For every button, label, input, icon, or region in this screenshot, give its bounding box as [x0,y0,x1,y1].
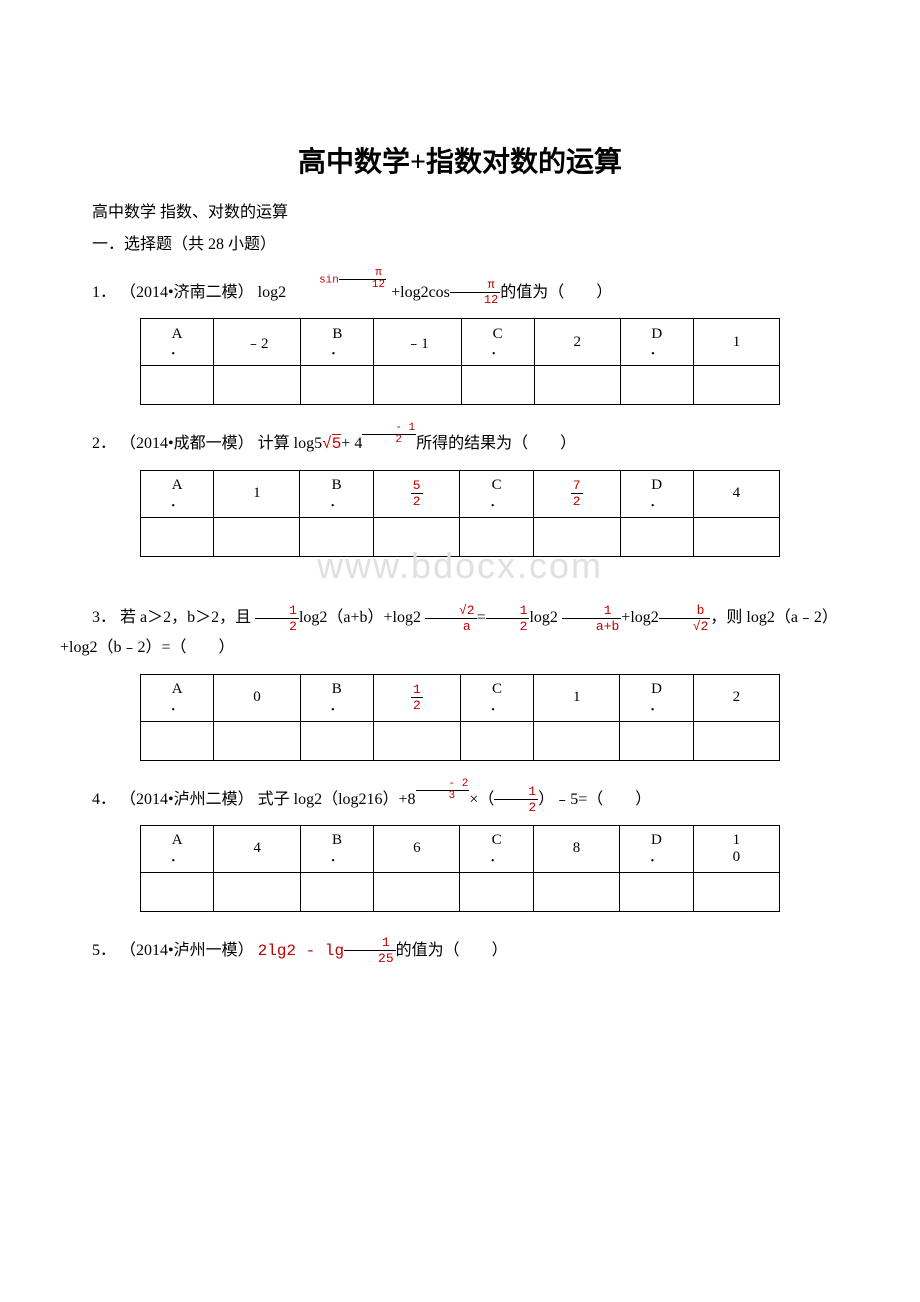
q2-label-b: B． [300,470,373,517]
q4-label-a: A． [141,825,214,872]
question-5: 5． （2014•泸州一模） 2lg2 - lg125的值为（ ） [60,936,860,966]
q3-label-d: D． [620,674,693,721]
q1-label-a: A． [141,319,214,366]
q3-choice-a: 0 [214,674,300,721]
q1-choice-b: ﹣1 [374,319,461,366]
q4-half: 12 [494,785,538,814]
q2-choice-c: 72 [533,470,620,517]
q2-choice-b: 52 [373,470,460,517]
q3-f1: 12 [255,604,299,633]
q4-label-d: D． [620,825,693,872]
q3-label-c: C． [460,674,533,721]
q2-sup: - 12 [362,435,416,453]
q1-pre: log2 [258,284,286,301]
q1-choice-c: 2 [534,319,620,366]
q2-tail: 所得的结果为（ ） [416,435,576,452]
q2-label-d: D． [620,470,693,517]
q3-f2: √2a [425,604,477,633]
q3-label-b: B． [300,674,373,721]
q4-choices-table: A． 4 B． 6 C． 8 D． 10 [140,825,780,912]
q3-choice-d: 2 [693,674,779,721]
q3-label-a: A． [141,674,214,721]
q4-label-c: C． [460,825,533,872]
q2-label-c: C． [460,470,533,517]
q1-mid: +log2cos [387,284,450,301]
q1-source: （2014•济南二模） [120,284,254,301]
q3-choice-b: 12 [373,674,460,721]
question-3: 3． 若 a＞2，b＞2，且 12log2（a+b）+log2 √2a=12lo… [60,603,860,664]
q3-f3: 12 [486,604,530,633]
q1-sup2: π12 [450,284,500,302]
q2-label-a: A． [141,470,214,517]
q2-pre: 计算 log5 [258,435,322,452]
q4-choice-b: 6 [374,825,460,872]
q3-t5: ，则 log2（a﹣2） [710,609,838,626]
q3-f4: 1a+b [562,604,621,633]
question-1: 1． （2014•济南二模） log2sinπ12 +log2cosπ12的值为… [60,278,860,308]
q4-label-b: B． [300,825,373,872]
q4-choice-d: 10 [693,825,779,872]
q3-line2: +log2（b﹣2）=（ ） [60,633,860,663]
q2-source: （2014•成都一模） [120,435,254,452]
q3-choice-c: 1 [534,674,620,721]
q4-pre: 式子 log2（log216）+8 [258,791,416,808]
q1-num: 1． [92,284,116,301]
q5-source: （2014•泸州一模） [120,942,254,959]
q2-num: 2． [92,435,116,452]
q2-sqrt: √5 [322,434,341,453]
q3-pre: 若 a＞2，b＞2，且 [120,609,251,626]
q2-choice-d: 4 [693,470,779,517]
q1-label-d: D． [620,319,693,366]
q1-choices-table: A． ﹣2 B． ﹣1 C． 2 D． 1 [140,318,780,405]
page-title: 高中数学+指数对数的运算 [60,140,860,180]
q3-t2: = [477,609,486,626]
q2-choices-table: A． 1 B． 52 C． 72 D． 4 [140,470,780,557]
q5-tail: 的值为（ ） [396,942,508,959]
q3-f5: b√2 [659,604,711,633]
q1-label-b: B． [301,319,374,366]
q3-t1: log2（a+b）+log2 [299,609,421,626]
q4-num: 4． [92,791,116,808]
q1-choice-a: ﹣2 [214,319,301,366]
question-4: 4． （2014•泸州二模） 式子 log2（log216）+8- 23×（12… [60,785,860,815]
q3-t3: log2 [529,609,557,626]
q3-t4: +log2 [621,609,658,626]
q2-choice-a: 1 [214,470,300,517]
q4-mid: ×（ [469,791,494,808]
q1-label-c: C． [461,319,534,366]
subtitle: 高中数学 指数、对数的运算 [60,198,860,222]
q4-source: （2014•泸州二模） [120,791,254,808]
q4-sup1: - 23 [416,791,470,809]
q1-sup1: sinπ12 [286,284,387,302]
question-2: 2． （2014•成都一模） 计算 log5√5+ 4- 12所得的结果为（ ） [60,429,860,459]
q3-num: 3． [92,609,116,626]
q1-choice-d: 1 [693,319,779,366]
q4-choice-c: 8 [533,825,619,872]
q2-mid: + 4 [341,435,362,452]
q5-num: 5． [92,942,116,959]
section-heading: 一．选择题（共 28 小题） [60,230,860,254]
q4-choice-a: 4 [214,825,300,872]
q4-tail: ）﹣5=（ ） [538,791,651,808]
q3-choices-table: A． 0 B． 12 C． 1 D． 2 [140,674,780,761]
q5-expr: 2lg2 - lg125 [258,942,396,960]
q1-tail: 的值为（ ） [500,284,612,301]
